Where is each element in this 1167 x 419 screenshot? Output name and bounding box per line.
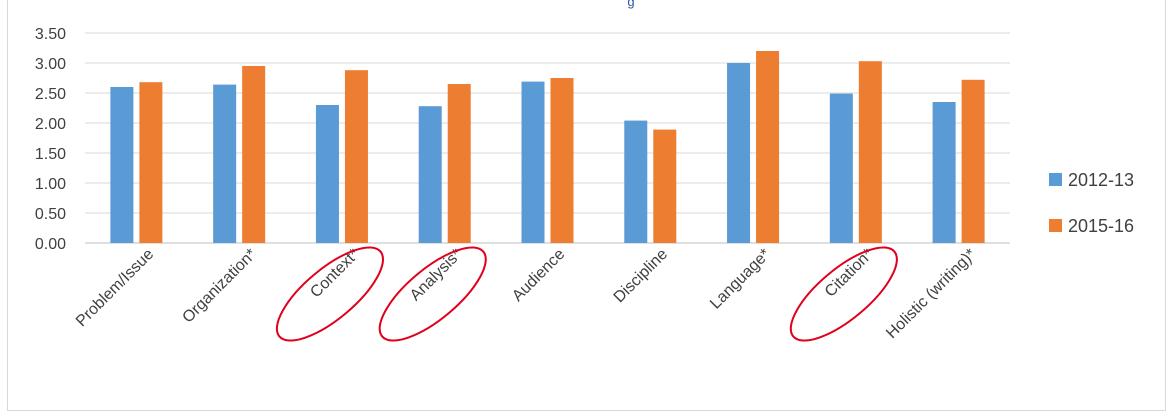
bar-2012-13-audience (521, 81, 545, 243)
bar-2012-13-holisticwriting (932, 102, 956, 243)
y-tick-label: 2.50 (35, 86, 66, 103)
y-tick-label: 0.00 (35, 236, 66, 253)
gridlines (85, 32, 1010, 244)
bar-2012-13-language (727, 63, 751, 243)
bar-2015-16-language (756, 51, 780, 243)
y-tick-label: 3.50 (35, 26, 66, 43)
legend: 2012-13 2015-16 (1049, 170, 1134, 236)
bar-2015-16-problemissue (139, 82, 163, 243)
y-tick-label: 2.00 (35, 116, 66, 133)
legend-label: 2015-16 (1068, 216, 1134, 236)
legend-label: 2012-13 (1068, 170, 1134, 190)
bar-2015-16-discipline (653, 129, 677, 243)
legend-swatch (1049, 219, 1062, 232)
bar-2012-13-problemissue (110, 87, 134, 243)
y-tick-label: 3.00 (35, 56, 66, 73)
bar-2015-16-citation (858, 61, 882, 244)
highlight-ellipse (378, 246, 487, 342)
bar-2015-16-context (344, 70, 368, 243)
bar-2012-13-citation (829, 93, 853, 243)
y-axis-tick-labels: 0.00 0.50 1.00 1.50 2.00 2.50 3.00 3.50 (35, 26, 66, 253)
y-tick-label: 1.50 (35, 146, 66, 163)
y-tick-label: 0.50 (35, 206, 66, 223)
bar-2015-16-holisticwriting (961, 79, 985, 243)
bar-2012-13-context (315, 105, 339, 243)
bar-2012-13-organization (213, 84, 237, 243)
bar-2012-13-discipline (624, 120, 648, 243)
bar-2012-13-analysis (418, 106, 442, 243)
bar-2015-16-analysis (447, 84, 471, 243)
bar-2015-16-organization (242, 66, 266, 243)
legend-swatch (1049, 173, 1062, 186)
y-tick-label: 1.00 (35, 176, 66, 193)
highlight-ellipse (789, 246, 898, 342)
highlight-ellipses (275, 246, 898, 342)
bar-2015-16-audience (550, 78, 574, 243)
bars (110, 51, 985, 244)
chart-frame (7, 0, 1166, 411)
highlight-ellipse (275, 246, 384, 342)
chart-title-fragment: g (627, 0, 634, 9)
